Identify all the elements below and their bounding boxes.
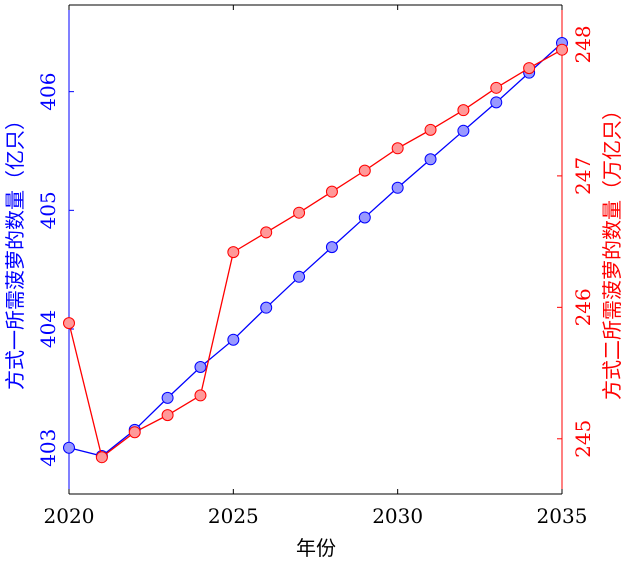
- x-tick-label: 2030: [372, 504, 423, 528]
- method-two-point: [227, 246, 240, 259]
- x-tick-label: 2020: [44, 504, 95, 528]
- left-y-tick-label: 404: [36, 310, 60, 348]
- axes-layer: 2020 2025 2030 2035 403 404 405 406 245 246 247 248: [36, 4, 595, 528]
- method-two-point: [260, 226, 273, 239]
- x-tick-label: 2035: [537, 504, 588, 528]
- method-two-point: [424, 123, 437, 136]
- right-y-tick-label: 247: [571, 157, 595, 195]
- method-two-point: [391, 142, 404, 155]
- series-layer: [63, 36, 568, 464]
- method-two-point: [194, 389, 207, 402]
- right-axis-title: 方式二所需菠萝的数量（万亿只）: [600, 100, 624, 400]
- method-two-point: [523, 62, 536, 75]
- method-two-point: [128, 426, 141, 439]
- method-one-point: [161, 391, 174, 404]
- right-y-tick-label: 245: [571, 420, 595, 458]
- method-one-point: [325, 241, 338, 254]
- method-two-point: [490, 81, 503, 94]
- method-one-point: [260, 301, 273, 314]
- method-one-point: [391, 181, 404, 194]
- method-one-point: [358, 211, 371, 224]
- method-two-point: [293, 206, 306, 219]
- method-two-point: [457, 104, 470, 117]
- method-one-point: [424, 153, 437, 166]
- method-two-point: [556, 43, 568, 56]
- left-y-tick-label: 403: [36, 429, 60, 467]
- method-two-point: [358, 164, 371, 177]
- method-two-point: [95, 451, 108, 464]
- method-one-point: [457, 124, 470, 137]
- method-one-point: [490, 96, 503, 109]
- x-tick-label: 2025: [208, 504, 259, 528]
- method-one-point: [194, 361, 207, 374]
- left-axis-title: 方式一所需菠萝的数量（亿只）: [3, 110, 27, 390]
- method-one-line: [68, 42, 563, 457]
- right-y-tick-label: 248: [571, 25, 595, 63]
- x-axis-title: 年份: [296, 536, 336, 560]
- left-y-tick-label: 405: [36, 191, 60, 229]
- method-two-point: [161, 409, 174, 422]
- left-y-tick-label: 406: [36, 73, 60, 111]
- right-y-tick-label: 246: [571, 288, 595, 326]
- method-two-point: [325, 185, 338, 198]
- method-two-point: [63, 317, 75, 330]
- method-one-point: [227, 333, 240, 346]
- method-one-point: [63, 441, 75, 454]
- method-one-point: [293, 270, 306, 283]
- method-two-line: [68, 49, 563, 459]
